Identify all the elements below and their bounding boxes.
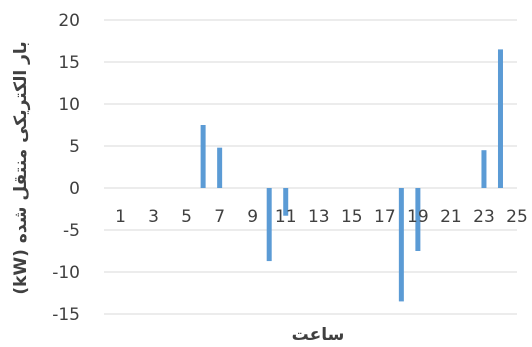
bar [497, 49, 503, 189]
x-tick-label: 9 [247, 207, 258, 227]
x-tick-label: 13 [308, 207, 330, 227]
y-tick-label: 0 [69, 179, 80, 199]
x-tick-label: 1 [115, 207, 126, 227]
bars [200, 49, 503, 302]
x-tick-label: 7 [214, 207, 225, 227]
y-tick-label: -5 [63, 221, 80, 241]
x-axis-title: ساعت [292, 325, 345, 345]
x-tick-label: 3 [148, 207, 159, 227]
x-tick-label: 25 [506, 207, 528, 227]
bar [481, 150, 487, 188]
x-tick-label: 15 [341, 207, 363, 227]
y-tick-labels: 20 15 10 5 0 -5 -10 -15 [52, 11, 80, 325]
y-tick-label: -10 [52, 263, 80, 283]
gridlines [104, 19, 517, 315]
y-tick-label: 5 [69, 137, 80, 157]
x-tick-label: 17 [374, 207, 396, 227]
bar [217, 147, 223, 188]
x-tick-label: 23 [473, 207, 495, 227]
y-axis-title: بار الکتریکی منتقل شده (kW) [11, 41, 31, 294]
y-tick-label: 10 [58, 95, 80, 115]
bar [200, 125, 206, 188]
bar [283, 188, 289, 216]
y-tick-label: -15 [52, 305, 80, 325]
bar [415, 188, 421, 251]
x-tick-label: 19 [407, 207, 429, 227]
bar [398, 188, 404, 302]
x-tick-label: 5 [181, 207, 192, 227]
x-tick-labels: 1 3 5 7 9 11 13 15 17 19 21 23 25 [115, 207, 528, 227]
x-tick-label: 21 [440, 207, 462, 227]
y-tick-label: 20 [58, 11, 80, 31]
bar [266, 188, 272, 262]
x-tick-label: 11 [275, 207, 297, 227]
y-tick-label: 15 [58, 53, 80, 73]
